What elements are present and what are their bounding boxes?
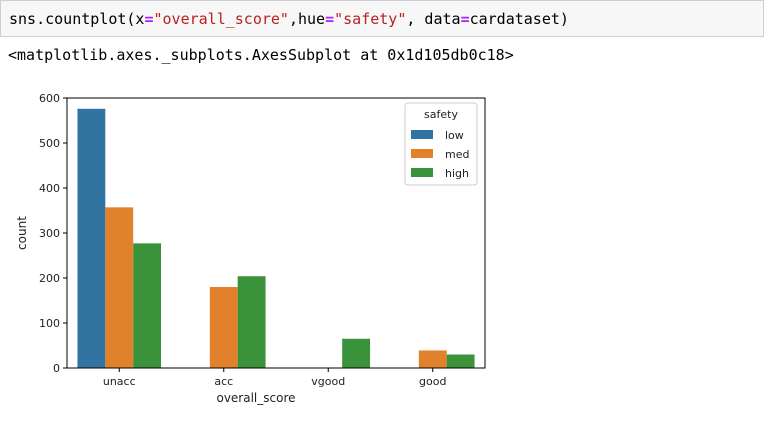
code-equals-1: = [144, 10, 154, 28]
x-tick-label-good: good [419, 375, 446, 388]
x-tick-label-vgood: vgood [311, 375, 345, 388]
countplot-chart: 0 100 200 300 400 500 600 unacc acc vgood good ov… [15, 92, 486, 405]
y-tick-label: 400 [39, 182, 60, 195]
code-equals-2: = [325, 10, 335, 28]
code-mid-1: ,hue [288, 10, 326, 28]
x-axis-label: overall_score [216, 391, 295, 405]
y-tick-label: 600 [39, 92, 60, 105]
y-tick-label: 100 [39, 317, 60, 330]
bars-group [77, 108, 475, 369]
y-axis-ticks: 0 100 200 300 400 500 600 [39, 92, 67, 375]
bar-unacc-med [105, 207, 134, 368]
code-data-value: cardataset [469, 10, 560, 28]
x-axis-ticks: unacc acc vgood good [103, 368, 446, 388]
code-hue-value: "safety" [334, 10, 407, 28]
axes-frame [66, 97, 486, 369]
x-tick-label-unacc: unacc [103, 375, 136, 388]
code-equals-3: = [460, 10, 470, 28]
bar-acc-high [237, 276, 266, 368]
x-tick-label-acc: acc [214, 375, 233, 388]
bar-unacc-high [133, 243, 162, 368]
code-x-value: "overall_score" [153, 10, 289, 28]
bar-unacc-low [77, 108, 106, 369]
y-tick-label: 200 [39, 272, 60, 285]
legend-box [404, 102, 478, 186]
bar-good-high [446, 354, 475, 368]
legend-label-low: low [445, 129, 464, 142]
y-axis-label: count [15, 216, 29, 250]
legend-label-high: high [445, 167, 469, 180]
legend-swatch-med [411, 149, 433, 158]
output-repr-text: <matplotlib.axes._subplots.AxesSubplot a… [8, 46, 514, 64]
bar-good-med [418, 350, 447, 368]
bar-acc-med [209, 287, 238, 368]
y-tick-label: 0 [53, 362, 60, 375]
legend: safety low med high [404, 102, 478, 186]
legend-label-med: med [445, 148, 469, 161]
bar-vgood-high [342, 338, 371, 368]
legend-title: safety [424, 108, 458, 121]
y-tick-label: 500 [39, 137, 60, 150]
legend-swatch-high [411, 168, 433, 177]
code-prefix: sns.countplot(x [9, 10, 145, 28]
code-input-cell[interactable]: sns.countplot(x="overall_score",hue="saf… [0, 0, 764, 37]
code-mid-2: , data [406, 10, 461, 28]
code-suffix: ) [559, 10, 569, 28]
y-tick-label: 300 [39, 227, 60, 240]
legend-swatch-low [411, 130, 433, 139]
